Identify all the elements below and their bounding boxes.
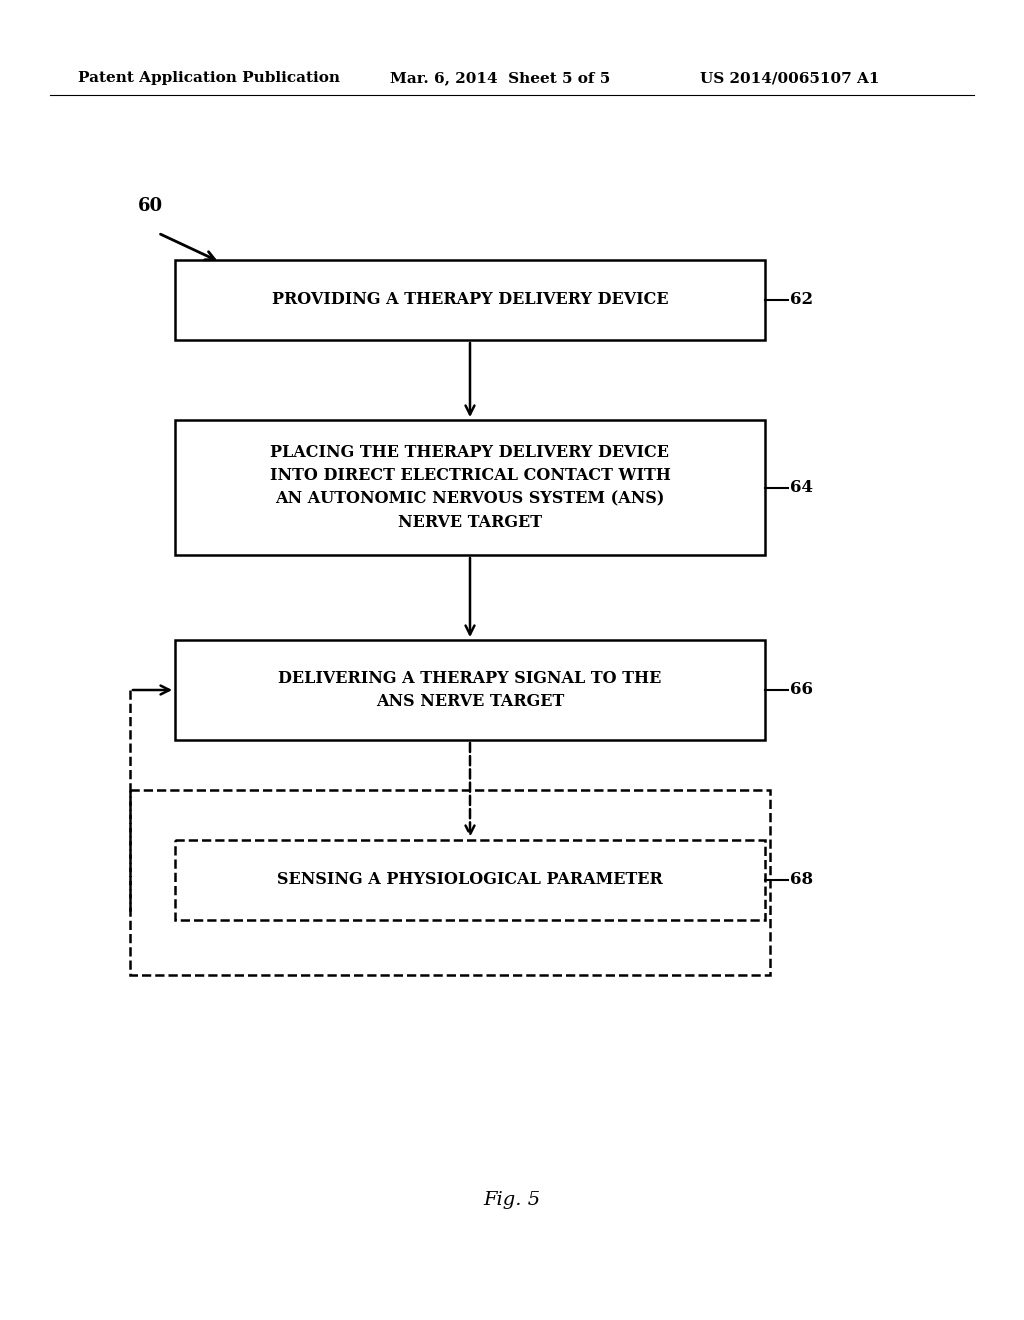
Bar: [175, 420, 765, 554]
Text: 68: 68: [790, 871, 813, 888]
Text: 64: 64: [790, 479, 813, 496]
Bar: [175, 260, 765, 341]
Bar: [175, 640, 765, 741]
Text: SENSING A PHYSIOLOGICAL PARAMETER: SENSING A PHYSIOLOGICAL PARAMETER: [278, 871, 663, 888]
Text: Patent Application Publication: Patent Application Publication: [78, 71, 340, 84]
Text: DELIVERING A THERAPY SIGNAL TO THE
ANS NERVE TARGET: DELIVERING A THERAPY SIGNAL TO THE ANS N…: [279, 669, 662, 710]
Bar: [175, 840, 765, 920]
Text: PROVIDING A THERAPY DELIVERY DEVICE: PROVIDING A THERAPY DELIVERY DEVICE: [271, 292, 669, 309]
Text: US 2014/0065107 A1: US 2014/0065107 A1: [700, 71, 880, 84]
Text: PLACING THE THERAPY DELIVERY DEVICE
INTO DIRECT ELECTRICAL CONTACT WITH
AN AUTON: PLACING THE THERAPY DELIVERY DEVICE INTO…: [269, 444, 671, 531]
Bar: [130, 789, 770, 975]
Text: 62: 62: [790, 292, 813, 309]
Text: Mar. 6, 2014  Sheet 5 of 5: Mar. 6, 2014 Sheet 5 of 5: [390, 71, 610, 84]
Text: 66: 66: [790, 681, 813, 698]
Text: Fig. 5: Fig. 5: [483, 1191, 541, 1209]
Text: 60: 60: [138, 197, 163, 215]
